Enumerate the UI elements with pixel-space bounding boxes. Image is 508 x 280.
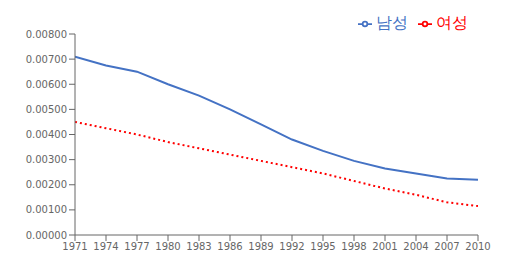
svg-text:0.00700: 0.00700	[26, 54, 67, 65]
svg-text:0.00200: 0.00200	[26, 179, 67, 190]
svg-text:2004: 2004	[403, 241, 428, 252]
svg-text:1983: 1983	[186, 241, 211, 252]
svg-text:1992: 1992	[279, 241, 304, 252]
svg-text:2010: 2010	[465, 241, 490, 252]
svg-text:0.00300: 0.00300	[26, 154, 67, 165]
svg-text:0.00600: 0.00600	[26, 79, 67, 90]
svg-text:1989: 1989	[248, 241, 273, 252]
svg-text:2001: 2001	[372, 241, 397, 252]
svg-text:1971: 1971	[62, 241, 87, 252]
svg-text:1995: 1995	[310, 241, 335, 252]
svg-text:0.00100: 0.00100	[26, 204, 67, 215]
svg-text:0.00500: 0.00500	[26, 104, 67, 115]
svg-text:1977: 1977	[124, 241, 149, 252]
svg-text:0.00800: 0.00800	[26, 29, 67, 40]
svg-text:0.00000: 0.00000	[26, 230, 67, 241]
svg-text:1980: 1980	[155, 241, 180, 252]
svg-text:1986: 1986	[217, 241, 242, 252]
html-text:여성: 여성	[436, 13, 468, 32]
svg-text:1974: 1974	[93, 241, 118, 252]
svg-text:2007: 2007	[434, 241, 459, 252]
html-text:남성: 남성	[376, 13, 408, 32]
svg-text:0.00400: 0.00400	[26, 129, 67, 140]
svg-text:1998: 1998	[341, 241, 366, 252]
